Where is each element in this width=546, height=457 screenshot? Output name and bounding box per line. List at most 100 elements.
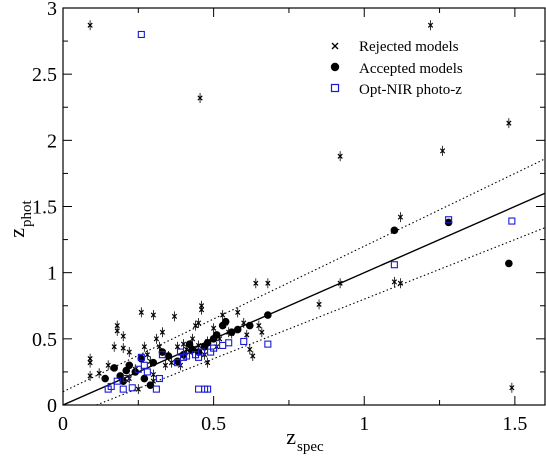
accepted-point (140, 374, 149, 383)
accepted-point (233, 325, 242, 334)
optnir-point (210, 344, 218, 352)
cross-stroke (87, 360, 93, 366)
rejected-point (138, 307, 144, 318)
rejected-point (105, 360, 111, 371)
accepted-point (221, 317, 230, 326)
reference-line-solid-0 (63, 192, 545, 405)
accepted-point (245, 321, 254, 330)
optnir-point (107, 382, 115, 391)
cross-stroke (259, 329, 265, 335)
cross-stroke (168, 360, 175, 366)
cross-stroke (141, 344, 147, 350)
cross-stroke (244, 332, 250, 338)
legend-label-optnir: Opt-NIR photo-z (359, 82, 462, 98)
cross-stroke (337, 280, 343, 286)
cross-stroke (195, 320, 202, 326)
optnir-point (204, 385, 212, 393)
optnir-point (240, 337, 248, 346)
rejected-point (197, 92, 203, 103)
cross-stroke (96, 370, 102, 376)
cross-stroke (439, 148, 446, 154)
optnir-point (390, 261, 398, 269)
cross-stroke (247, 346, 253, 353)
optnir-point (264, 340, 272, 348)
y-tick-label: 2.5 (32, 64, 57, 86)
rejected-point (259, 327, 265, 338)
accepted-point (203, 339, 212, 347)
cross-stroke (138, 309, 144, 315)
rejected-point (397, 278, 404, 289)
cross-stroke (171, 313, 178, 319)
cross-stroke (265, 280, 271, 286)
y-axis-label-subscript: phot (19, 200, 35, 228)
x-axis-label: z (286, 424, 296, 449)
rejected-point (337, 151, 343, 162)
cross-stroke (159, 329, 166, 335)
optnir-point (508, 217, 516, 225)
cross-stroke (120, 345, 126, 351)
cross-stroke (204, 360, 211, 366)
cross-stroke (397, 280, 404, 286)
accepted-point (146, 381, 155, 389)
rejected-point (506, 118, 512, 129)
cross-stroke (195, 342, 202, 349)
optnir-point (173, 359, 182, 367)
cross-stroke (111, 344, 117, 350)
rejected-point (220, 310, 226, 321)
accepted-point (125, 361, 134, 370)
accepted-point (264, 311, 272, 319)
rejected-point (162, 360, 169, 371)
optnir-point (155, 374, 163, 383)
accepted-point (212, 331, 221, 339)
optnir-point (119, 385, 127, 393)
rejected-point (427, 20, 434, 31)
series-2 (104, 30, 516, 393)
legend-label-accepted: Accepted models (359, 61, 463, 77)
rejected-point (241, 317, 247, 328)
optnir-point (140, 361, 148, 369)
cross-stroke (397, 214, 404, 220)
y-axis-label-group: z phot (4, 200, 35, 238)
legend: Rejected models Accepted models Opt-NIR … (330, 39, 463, 98)
rejected-point (153, 333, 160, 344)
rejected-point (204, 357, 211, 368)
legend-item-accepted: Accepted models (330, 61, 463, 77)
accepted-point (505, 259, 513, 268)
accepted-point (390, 226, 399, 235)
rejected-point (247, 344, 253, 355)
accepted-point (101, 374, 109, 383)
rejected-point (253, 278, 259, 289)
cross-stroke (506, 120, 512, 126)
rejected-point (316, 299, 322, 310)
cross-stroke (183, 346, 190, 353)
cross-stroke (114, 322, 120, 329)
cross-stroke (198, 307, 205, 313)
cross-stroke (144, 352, 150, 358)
rejected-point (256, 320, 262, 331)
cross-stroke (174, 344, 181, 350)
legend-marker-accepted (330, 62, 340, 72)
reference-line-dotted-1 (63, 158, 545, 393)
optnir-point (122, 374, 130, 383)
legend-label-rejected: Rejected models (359, 39, 459, 55)
rejected-point (265, 278, 271, 289)
rejected-point (87, 370, 93, 381)
legend-marker-rejected (331, 42, 339, 50)
cross-stroke (180, 341, 187, 347)
optnir-point (128, 384, 136, 392)
axis-ticks (62, 7, 545, 406)
rejected-point (180, 339, 187, 350)
rejected-point (96, 368, 102, 379)
optnir-point (158, 351, 166, 359)
rejected-point (211, 323, 217, 334)
cross-stroke (126, 349, 132, 355)
cross-stroke (150, 312, 156, 318)
optnir-point (137, 30, 145, 39)
optnir-point (445, 216, 453, 224)
optnir-point (143, 368, 151, 376)
cross-stroke (337, 153, 343, 159)
rejected-point (397, 212, 404, 223)
legend-item-optnir: Opt-NIR photo-z (330, 82, 462, 98)
accepted-point (227, 328, 236, 337)
plot-area (62, 7, 546, 406)
